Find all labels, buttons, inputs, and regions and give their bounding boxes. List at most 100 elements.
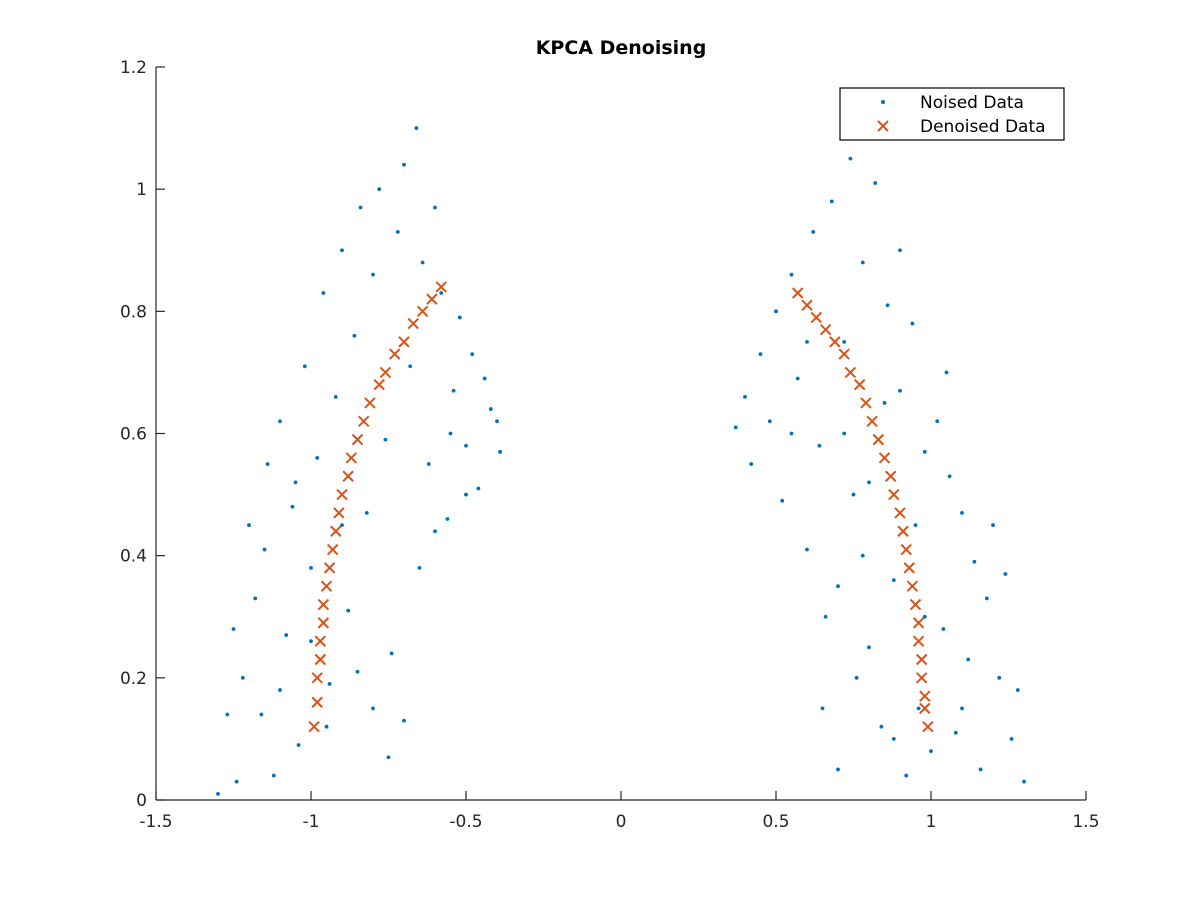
data-point	[352, 333, 357, 338]
data-point	[402, 718, 406, 723]
data-point	[309, 565, 313, 570]
y-tick-label: 0	[136, 791, 147, 811]
data-point	[1003, 572, 1008, 576]
data-point-x	[888, 488, 900, 501]
data-point-x	[922, 720, 934, 733]
data-point	[795, 376, 800, 381]
data-point	[882, 401, 887, 405]
legend: Noised Data Denoised Data	[839, 87, 1065, 141]
data-point	[433, 205, 437, 210]
data-point-x	[872, 433, 885, 446]
data-point	[910, 321, 915, 326]
y-tick-label: 0.6	[120, 425, 147, 445]
legend-box	[839, 87, 1065, 141]
data-point	[811, 230, 816, 234]
axes: -1.5 -1 -0.5 0 0.5 1 1.5 0 0.2 0.4 0.6 0.8 1 1.2	[120, 58, 1100, 832]
data-point-x	[435, 281, 447, 293]
data-point	[358, 205, 363, 210]
data-point	[346, 608, 351, 613]
data-point	[247, 523, 251, 528]
data-point	[749, 462, 754, 466]
data-point-x	[333, 507, 345, 519]
x-tick-label: 1	[926, 812, 937, 832]
y-tick-label: 1	[136, 180, 147, 200]
data-point	[448, 431, 453, 436]
data-point	[1022, 779, 1026, 784]
data-point-x	[308, 720, 320, 733]
data-point	[885, 303, 890, 308]
data-point-x	[897, 525, 909, 537]
data-point	[960, 706, 964, 711]
data-point	[389, 651, 394, 656]
data-point	[216, 791, 220, 796]
data-point	[451, 388, 456, 393]
data-point-x	[819, 323, 832, 336]
data-point	[488, 407, 493, 411]
x-tick-label: -1.5	[139, 812, 172, 832]
data-point	[417, 565, 422, 570]
data-point-x	[866, 415, 878, 427]
data-point	[842, 339, 847, 344]
data-point	[891, 737, 896, 741]
data-point	[470, 352, 475, 356]
data-point	[922, 614, 927, 619]
data-point	[916, 706, 921, 711]
data-point-x	[336, 488, 348, 501]
data-point	[408, 364, 413, 369]
data-point	[439, 291, 444, 295]
data-point	[414, 126, 419, 130]
data-point-x	[909, 598, 922, 611]
data-point	[296, 743, 301, 747]
data-point-x	[364, 397, 376, 409]
data-point	[426, 462, 431, 466]
data-point	[817, 443, 822, 448]
data-point-x	[829, 336, 841, 348]
data-point-x	[426, 293, 438, 305]
data-point-x	[351, 433, 364, 446]
data-point	[433, 529, 437, 534]
data-point-x	[915, 653, 928, 666]
y-tick-label: 0.8	[120, 302, 147, 322]
data-point	[944, 370, 949, 375]
data-point	[225, 712, 230, 717]
data-point-x	[311, 672, 323, 684]
data-point-x	[311, 696, 323, 708]
plot-area	[216, 126, 1026, 796]
data-point	[377, 187, 382, 192]
data-point	[333, 394, 338, 399]
data-point-x	[838, 348, 850, 360]
data-point	[836, 584, 840, 589]
data-point	[867, 480, 871, 485]
x-tick-label: -1	[303, 812, 320, 832]
data-point	[953, 730, 958, 735]
y-tick-label: 0.2	[120, 669, 147, 689]
data-point	[482, 376, 487, 381]
data-point	[789, 431, 794, 436]
data-point	[498, 449, 502, 454]
data-point	[780, 498, 785, 503]
data-point	[929, 749, 933, 754]
data-point	[860, 260, 865, 265]
data-point	[820, 706, 825, 711]
data-point-x	[860, 397, 872, 409]
data-point	[922, 449, 927, 454]
data-point	[851, 492, 856, 497]
data-point	[972, 559, 977, 564]
data-point	[1015, 688, 1020, 692]
data-point	[941, 627, 946, 631]
y-tick-label: 1.2	[120, 58, 147, 78]
data-point	[867, 645, 871, 650]
data-point-x	[314, 635, 327, 647]
data-point-x	[900, 543, 912, 556]
data-point	[898, 388, 902, 393]
data-point	[278, 688, 282, 692]
x-tick-label: -0.5	[449, 812, 482, 832]
data-point	[860, 553, 865, 558]
data-point	[265, 462, 270, 466]
data-point-x	[326, 543, 339, 556]
series-2	[308, 281, 934, 733]
data-point	[234, 779, 239, 784]
data-point-x	[345, 452, 358, 464]
data-point	[259, 712, 264, 717]
data-point	[271, 773, 276, 778]
